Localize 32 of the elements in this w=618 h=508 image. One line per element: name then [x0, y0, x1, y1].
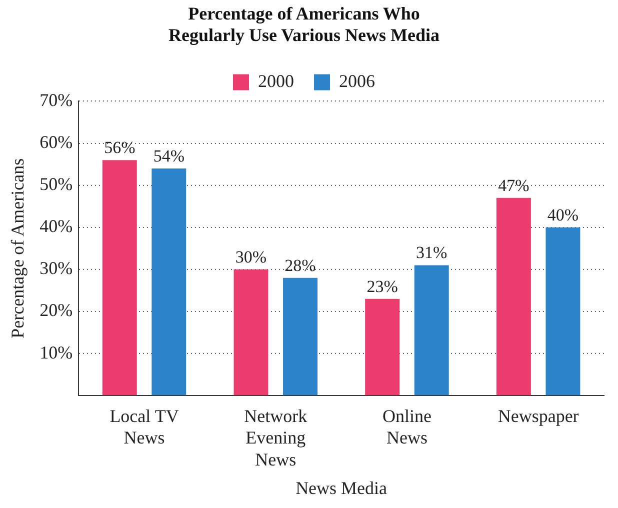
x-tick-label: Newspaper — [498, 406, 579, 426]
bar — [234, 269, 268, 396]
x-tick-label: Online News — [382, 406, 432, 448]
x-axis-title: News Media — [296, 478, 388, 498]
y-tick-label: 70% — [40, 90, 73, 110]
bar — [283, 278, 318, 396]
y-tick-label: 20% — [40, 300, 73, 320]
bar — [496, 198, 531, 396]
bar — [102, 160, 137, 396]
data-label: 30% — [235, 247, 267, 266]
bar — [365, 298, 400, 396]
bar — [152, 168, 186, 396]
x-tick-label: Local TV News — [110, 406, 179, 448]
legend-label: 2000 — [258, 70, 294, 91]
bar — [546, 227, 580, 396]
y-tick-label: 60% — [40, 132, 73, 152]
data-label: 40% — [547, 205, 579, 224]
data-label: 31% — [416, 243, 448, 262]
legend-label: 2006 — [339, 70, 375, 91]
y-axis-title: Percentage of Americans — [8, 158, 28, 338]
y-tick-label: 40% — [40, 216, 73, 236]
y-tick-label: 10% — [40, 342, 73, 362]
x-tick-label: Network Evening News — [244, 406, 308, 470]
data-label: 28% — [284, 256, 316, 275]
chart-title: Percentage of Americans Who Regularly Use Various News Media — [168, 3, 440, 46]
bar — [414, 265, 449, 396]
data-label: 56% — [104, 138, 136, 158]
data-label: 23% — [366, 276, 398, 296]
data-label: 47% — [498, 176, 530, 195]
data-label: 54% — [153, 146, 184, 166]
y-tick-label: 50% — [40, 174, 73, 194]
y-tick-label: 30% — [40, 258, 73, 278]
